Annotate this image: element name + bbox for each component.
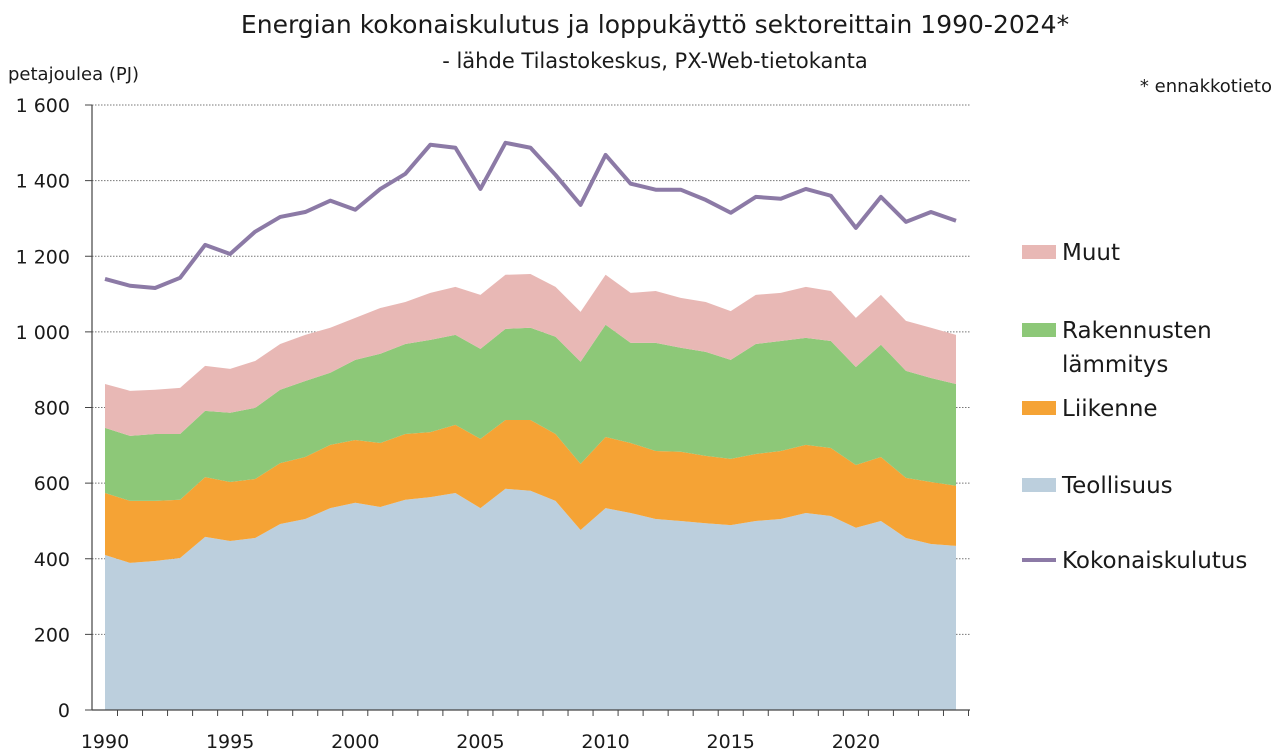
x-tick-label: 1990 bbox=[81, 731, 129, 753]
x-tick-label: 2015 bbox=[707, 731, 755, 753]
area-teollisuus bbox=[105, 488, 956, 710]
preliminary-note: * ennakkotieto bbox=[1140, 76, 1272, 97]
line-kokonaiskulutus bbox=[104, 140, 957, 291]
y-tick-label: 1 400 bbox=[16, 171, 70, 193]
x-tick-label: 1995 bbox=[206, 731, 254, 753]
area-muut bbox=[105, 274, 956, 436]
legend-label: Rakennusten bbox=[1062, 318, 1212, 344]
y-tick-label: 600 bbox=[34, 473, 70, 495]
y-tick-label: 1 000 bbox=[16, 322, 70, 344]
x-tick-label: 2000 bbox=[331, 731, 379, 753]
x-tick-label: 2010 bbox=[581, 731, 629, 753]
legend-label: Teollisuus bbox=[1061, 473, 1173, 499]
legend-label: Kokonaiskulutus bbox=[1062, 548, 1247, 574]
y-axis-label: petajoulea (PJ) bbox=[8, 64, 139, 85]
chart-subtitle: - lähde Tilastokeskus, PX-Web-tietokanta bbox=[442, 49, 868, 73]
area-rakennusten-l-mmitys bbox=[105, 324, 956, 501]
y-tick-label: 1 600 bbox=[16, 95, 70, 117]
legend-label: lämmitys bbox=[1062, 352, 1168, 378]
legend-label: Muut bbox=[1062, 240, 1120, 266]
y-tick-label: 0 bbox=[58, 700, 70, 722]
y-tick-label: 800 bbox=[34, 398, 70, 420]
legend-swatch bbox=[1022, 245, 1056, 259]
legend: Muut Rakennusten lämmitys Liikenne Teollisuu… bbox=[1022, 240, 1247, 574]
axes: 0 200 400 600 800 1 000 1 200 1 400 1 600 1990 199… bbox=[16, 95, 970, 753]
x-tick-label: 2005 bbox=[456, 731, 504, 753]
chart-title: Energian kokonaiskulutus ja loppukäyttö … bbox=[241, 10, 1069, 39]
stacked-areas bbox=[105, 274, 956, 710]
total-line bbox=[104, 140, 957, 291]
y-tick-label: 1 200 bbox=[16, 246, 70, 268]
legend-swatch bbox=[1022, 401, 1056, 415]
y-tick-label: 400 bbox=[34, 549, 70, 571]
legend-swatch bbox=[1022, 323, 1056, 337]
area-liikenne bbox=[105, 419, 956, 563]
legend-label: Liikenne bbox=[1062, 396, 1158, 422]
y-tick-label: 200 bbox=[34, 624, 70, 646]
x-tick-label: 2020 bbox=[832, 731, 880, 753]
legend-swatch bbox=[1022, 478, 1056, 492]
